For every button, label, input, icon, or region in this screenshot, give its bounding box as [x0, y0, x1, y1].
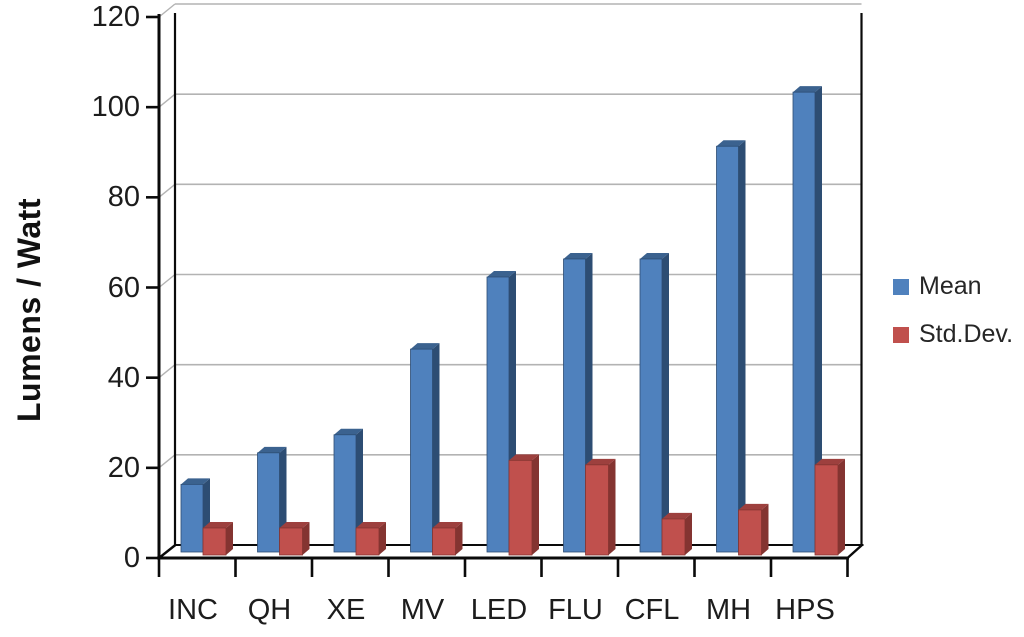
- legend: Mean Std.Dev.: [893, 272, 1013, 349]
- bar-side-mean-MV: [432, 343, 440, 552]
- bar-mean-FLU: [563, 258, 586, 553]
- bar-top-stddev-QH: [279, 521, 310, 528]
- floor-right-diagonal: [846, 544, 863, 559]
- category-label-XE: XE: [326, 594, 366, 626]
- bar-side-stddev-MH: [761, 503, 769, 555]
- bar-stddev-LED: [508, 459, 533, 556]
- bar-stddev-MV: [432, 527, 456, 556]
- bar-side-stddev-HPS: [838, 458, 845, 555]
- gridline-connector-40: [158, 364, 176, 379]
- bar-top-stddev-HPS: [815, 458, 845, 465]
- bar-side-stddev-FLU: [608, 458, 616, 555]
- bar-side-stddev-CFL: [685, 512, 692, 555]
- bar-mean-INC: [180, 483, 204, 553]
- bar-mean-LED: [486, 276, 510, 553]
- bar-top-mean-LED: [487, 270, 516, 277]
- y-tick-label-120: 120: [91, 1, 140, 33]
- y-tick-label-80: 80: [107, 181, 140, 214]
- bar-side-mean-HPS: [815, 86, 822, 553]
- bar-top-stddev-CFL: [662, 512, 692, 519]
- bar-side-mean-XE: [356, 428, 363, 552]
- gridline-connector-80: [158, 183, 176, 198]
- y-tick-label-100: 100: [91, 91, 140, 124]
- bar-top-mean-FLU: [563, 252, 593, 259]
- bar-top-stddev-XE: [356, 521, 386, 528]
- bar-stddev-INC: [202, 527, 227, 556]
- bar-top-mean-CFL: [640, 252, 669, 259]
- gridline-connector-120: [158, 3, 176, 18]
- bar-top-mean-HPS: [793, 86, 822, 93]
- gridline-connector-60: [158, 273, 176, 289]
- bar-stddev-FLU: [585, 464, 609, 556]
- bar-side-stddev-INC: [226, 521, 233, 555]
- category-label-MH: MH: [705, 594, 752, 626]
- bar-mean-QH: [257, 452, 280, 553]
- bar-top-stddev-MV: [432, 521, 463, 528]
- category-label-HPS: HPS: [775, 594, 835, 626]
- bar-top-mean-MH: [716, 140, 746, 147]
- bar-stddev-XE: [355, 527, 380, 556]
- bar-mean-HPS: [792, 91, 816, 553]
- category-label-MV: MV: [400, 594, 445, 626]
- floor-left-diagonal: [158, 543, 177, 559]
- bar-side-stddev-MV: [455, 521, 463, 555]
- bar-mean-CFL: [639, 258, 663, 553]
- bar-mean-MV: [410, 348, 433, 553]
- bar-top-mean-QH: [257, 446, 287, 453]
- bar-side-mean-MH: [738, 140, 746, 552]
- bar-top-mean-INC: [181, 478, 210, 485]
- category-label-CFL: CFL: [624, 594, 680, 626]
- legend-label: Mean: [919, 272, 982, 300]
- category-label-LED: LED: [470, 594, 528, 626]
- bar-side-stddev-LED: [532, 454, 539, 555]
- bar-side-mean-CFL: [662, 252, 669, 553]
- bar-mean-XE: [333, 434, 357, 553]
- bar-mean-MH: [716, 145, 739, 553]
- bar-top-stddev-FLU: [585, 458, 616, 465]
- y-tick-label-60: 60: [107, 271, 140, 304]
- legend-item-mean: Mean: [893, 272, 1013, 301]
- legend-item-stddev: Std.Dev.: [893, 320, 1013, 349]
- gridline-connector-20: [158, 454, 176, 469]
- y-tick-label-40: 40: [107, 361, 140, 394]
- y-tick-label-0: 0: [123, 542, 140, 574]
- legend-label: Std.Dev.: [919, 320, 1014, 348]
- bar-side-stddev-XE: [379, 521, 386, 555]
- bar-top-stddev-LED: [509, 454, 539, 461]
- bar-stddev-QH: [279, 527, 303, 556]
- category-label-INC: INC: [168, 594, 218, 626]
- bar-top-mean-MV: [410, 343, 440, 350]
- y-tick-label-20: 20: [107, 451, 140, 484]
- bar-stddev-CFL: [661, 518, 686, 556]
- bar-side-stddev-QH: [302, 521, 310, 555]
- gridline-connector-100: [158, 93, 176, 108]
- bar-top-stddev-INC: [203, 521, 233, 528]
- bar-top-mean-XE: [334, 428, 363, 435]
- bar-stddev-HPS: [814, 464, 839, 556]
- bar-top-stddev-MH: [738, 503, 769, 510]
- legend-swatch-icon: [893, 326, 909, 343]
- category-label-QH: QH: [247, 594, 292, 626]
- legend-swatch-icon: [893, 278, 909, 295]
- bar-stddev-MH: [738, 509, 762, 556]
- category-label-FLU: FLU: [548, 594, 603, 626]
